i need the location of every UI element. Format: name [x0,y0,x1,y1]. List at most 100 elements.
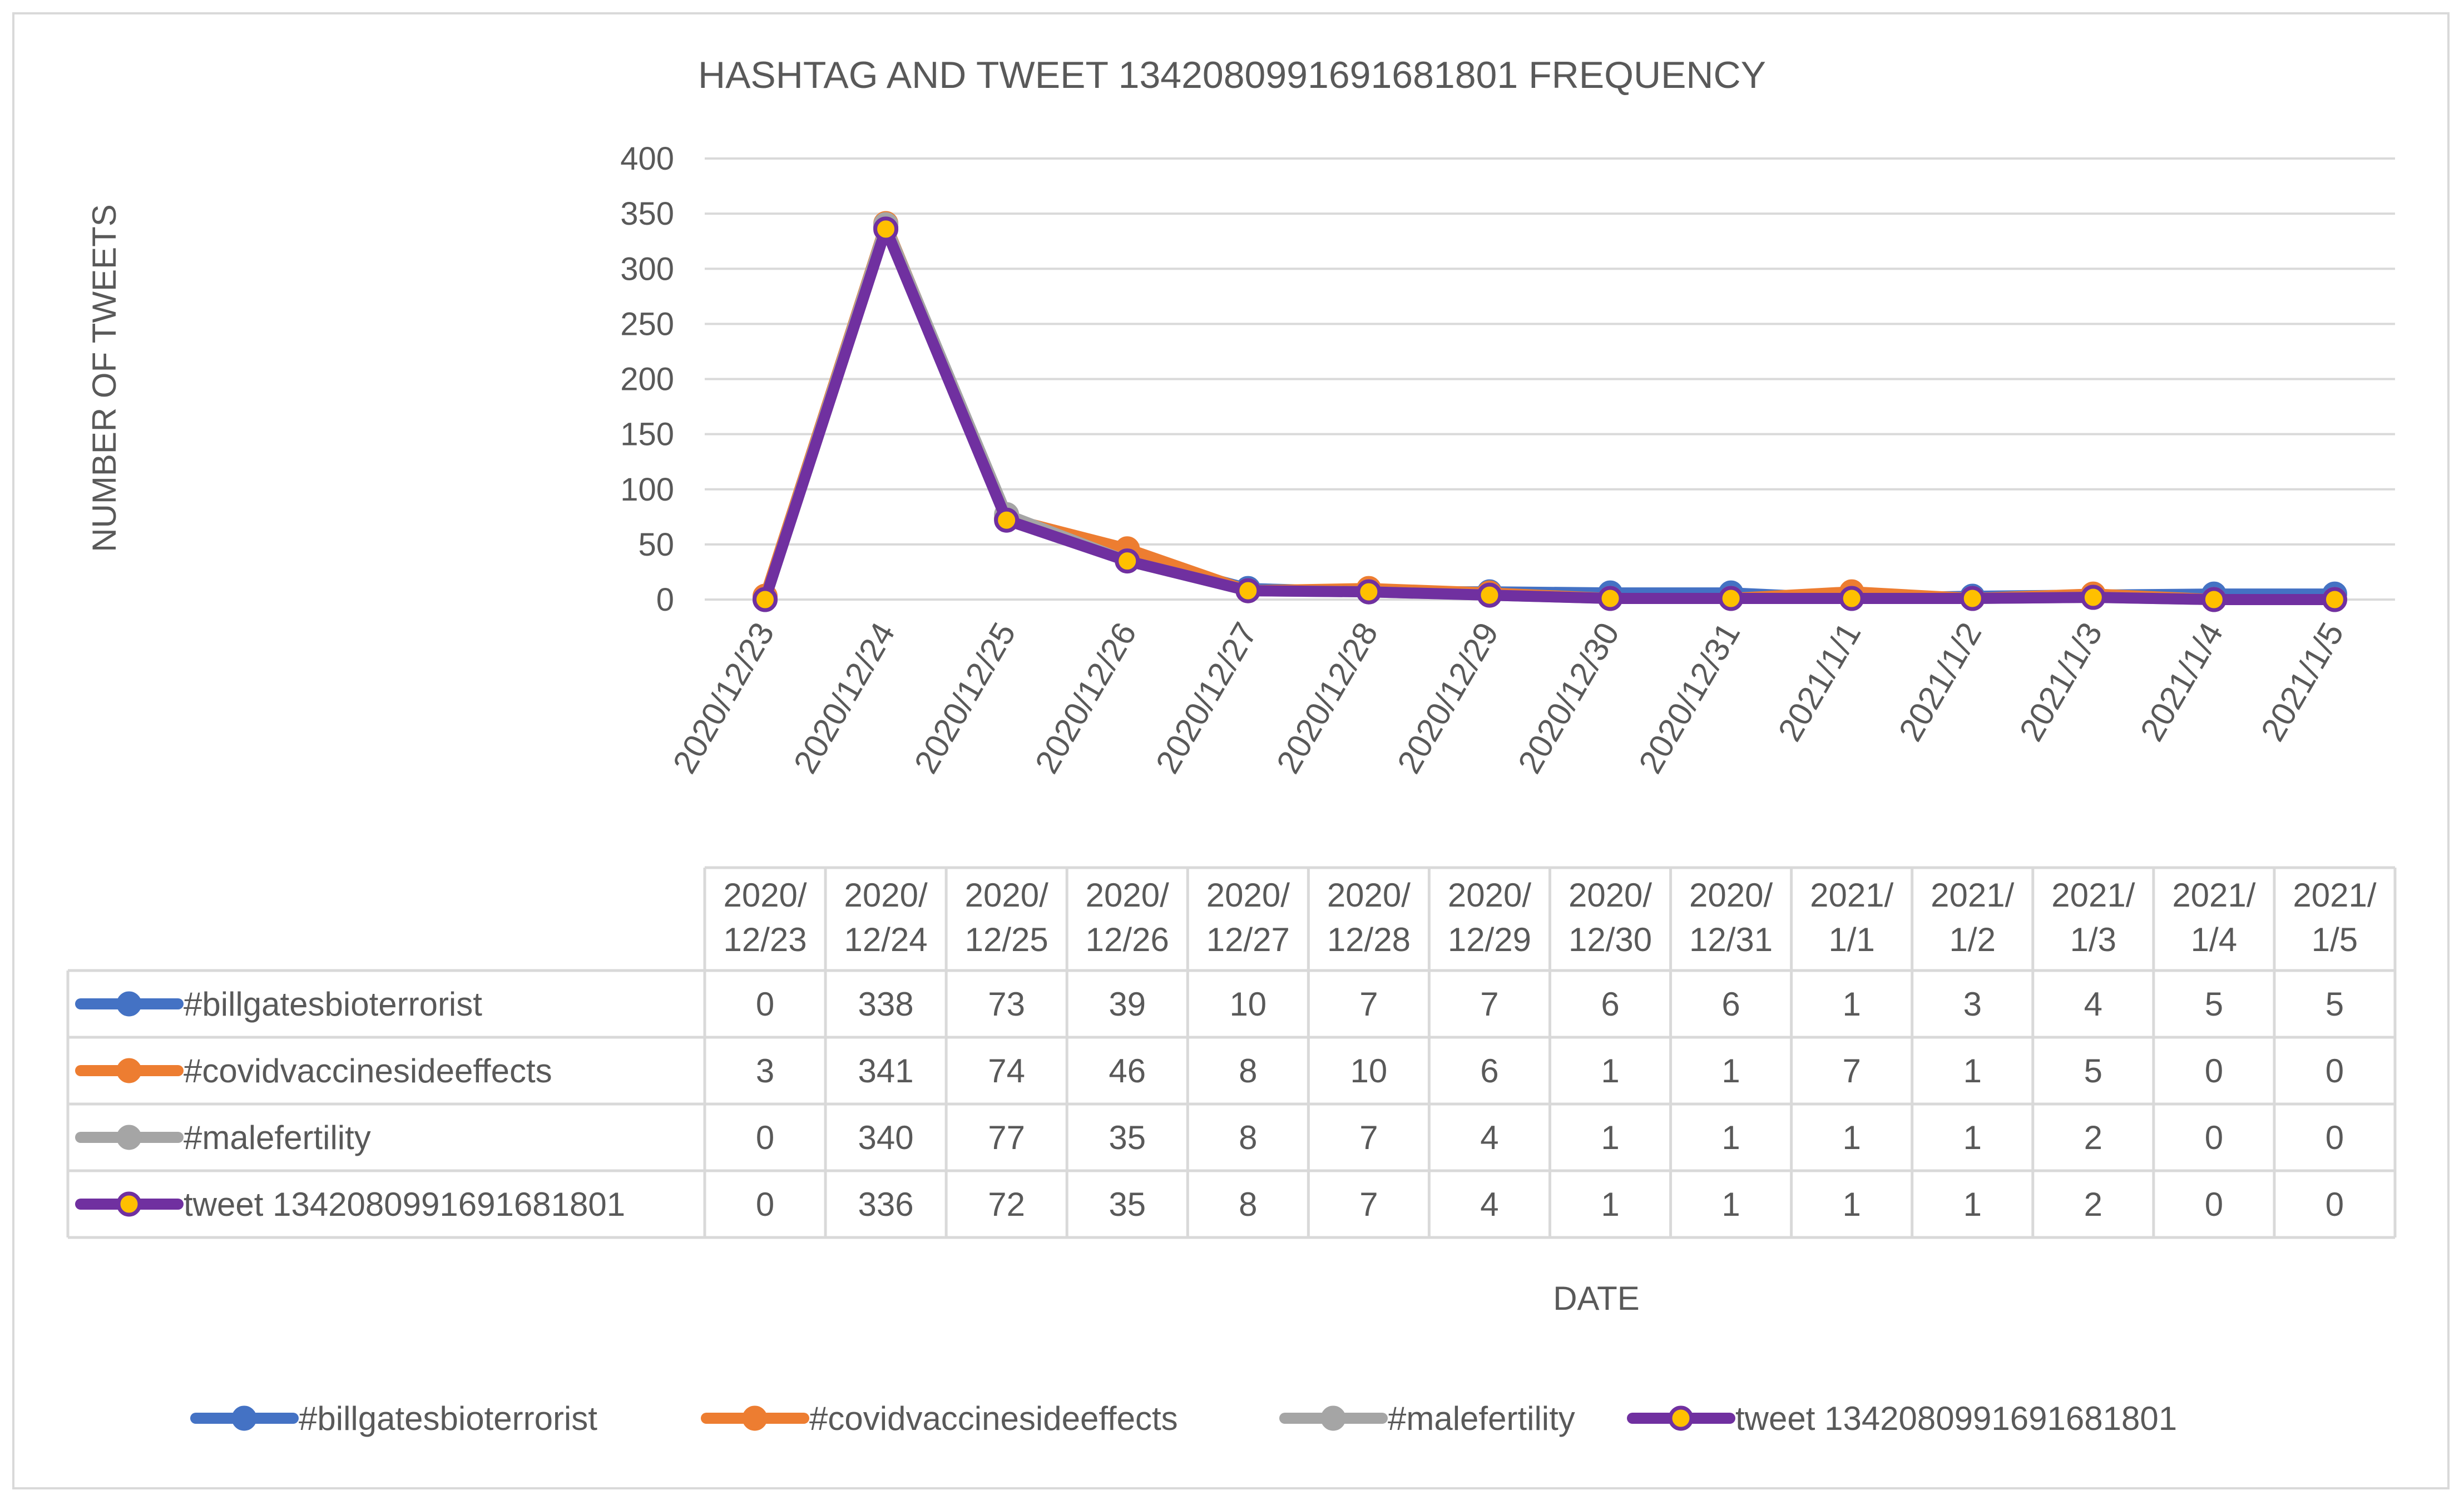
x-tick-label: 2020/12/26 [1028,616,1144,780]
legend-label: #covidvaccinesideeffects [809,1400,1178,1437]
y-tick-label: 300 [620,251,674,287]
table-cell-value: 46 [1109,1052,1146,1090]
x-tick-label: 2020/12/27 [1149,616,1264,780]
table-cell-value: 2 [2084,1186,2102,1223]
data-point [1597,586,1623,611]
table-header-label: 2020/ [1327,877,1411,914]
table-legend-key-marker [116,991,142,1017]
x-tick-label: 2020/12/25 [907,616,1023,780]
data-point [1960,586,1985,611]
table-header-label: 12/26 [1086,921,1169,958]
table-header-label: 2020/ [1569,877,1652,914]
x-tick-label: 2020/12/29 [1390,616,1506,780]
table-cell-value: 6 [1601,986,1619,1023]
table-cell-value: 4 [2084,986,2102,1023]
y-tick-label: 250 [620,306,674,342]
table-header-label: 2020/ [844,877,928,914]
table-cell-value: 1 [1963,1186,1982,1223]
table-legend-key-marker [116,1058,142,1083]
table-header-label: 2020/ [1086,877,1169,914]
series-line [759,223,2341,605]
data-point [1235,578,1261,603]
data-point [1115,548,1140,574]
series-line [759,217,2341,605]
x-axis-title: DATE [1553,1280,1640,1317]
legend-label: #malefertility [1388,1400,1575,1437]
legend-key-marker [1668,1405,1694,1431]
y-tick-label: 200 [620,362,674,398]
table-header-label: 2021/ [1810,877,1893,914]
table-cell-value: 8 [1239,1052,1257,1090]
table-cell-value: 0 [2205,1186,2223,1223]
table-cell-value: 1 [1601,1119,1619,1156]
data-point [1718,586,1744,611]
table-cell-value: 1 [1721,1186,1740,1223]
table-cell-value: 7 [1842,1052,1861,1090]
table-cell-value: 0 [2326,1186,2344,1223]
table-cell-value: 10 [1350,1052,1388,1090]
table-header-label: 2021/ [2172,877,2255,914]
table-cell-value: 4 [1480,1186,1498,1223]
table-cell-value: 73 [988,986,1025,1023]
table-cell-value: 8 [1239,1119,1257,1156]
data-table: 2020/12/23 2020/12/24 2020/12/25 2020/12/26… [66,866,2397,1239]
table-cell-value: 2 [2084,1119,2102,1156]
table-cell-value: 7 [1359,1186,1378,1223]
x-tick-label: 2021/1/3 [2012,616,2110,747]
y-tick-label: 0 [656,582,674,618]
table-cell-value: 0 [2326,1052,2344,1090]
table-cell-value: 8 [1239,1186,1257,1223]
table-cell-value: 1 [1842,1119,1861,1156]
table-cell-value: 0 [756,1119,774,1156]
data-point [873,216,899,242]
table-header-label: 1/4 [2191,921,2237,958]
chart-frame [12,12,2450,1489]
x-tick-label: 2021/1/1 [1771,616,1868,747]
table-cell-value: 340 [858,1119,914,1156]
legend-key-marker [742,1405,768,1431]
table-header-label: 2020/ [1689,877,1773,914]
table-cell-value: 0 [2205,1119,2223,1156]
x-tick-label: 2020/12/31 [1631,616,1747,780]
table-cell-value: 338 [858,986,914,1023]
table-cell-value: 39 [1109,986,1146,1023]
data-point [1356,579,1382,605]
table-cell-value: 4 [1480,1119,1498,1156]
x-tick-label: 2020/12/30 [1511,616,1626,780]
legend-key-marker [1320,1405,1346,1431]
x-tick-label: 2020/12/28 [1269,616,1385,780]
table-row-label: #malefertility [184,1119,371,1156]
table-cell-value: 1 [1963,1119,1982,1156]
x-tick-label: 2020/12/23 [666,616,781,780]
data-point [1477,582,1502,608]
table-cell-value: 74 [988,1052,1025,1090]
data-point [2080,585,2106,610]
table-cell-value: 7 [1359,986,1378,1023]
series-group [753,216,2347,612]
table-cell-value: 5 [2326,986,2344,1023]
legend-label: tweet 1342080991691681801 [1735,1400,2177,1437]
table-row-label: #billgatesbioterrorist [184,986,482,1023]
table-header-label: 2020/ [965,877,1048,914]
table-header-label: 1/2 [1950,921,1996,958]
y-tick-label: 100 [620,472,674,508]
table-header-label: 12/29 [1448,921,1531,958]
table-legend-key-marker [116,1191,142,1217]
table-header-label: 12/25 [965,921,1048,958]
table-cell-value: 1 [1842,986,1861,1023]
legend: #billgatesbioterrorist #covidvaccinesidee… [190,1400,2177,1437]
table-cell-value: 10 [1229,986,1266,1023]
legend-key-marker [231,1405,257,1431]
table-cell-value: 0 [2326,1119,2344,1156]
table-cell-value: 1 [1721,1119,1740,1156]
chart-title: HASHTAG AND TWEET 1342080991691681801 FR… [698,54,1766,96]
table-header-label: 12/30 [1569,921,1652,958]
y-axis-title: NUMBER OF TWEETS [86,204,123,552]
table-legend-key-marker [116,1125,142,1150]
x-tick-label: 2020/12/24 [786,616,902,780]
table-cell-value: 5 [2205,986,2223,1023]
table-header-label: 2020/ [723,877,807,914]
series-group [753,212,2347,612]
data-point [2201,587,2226,612]
